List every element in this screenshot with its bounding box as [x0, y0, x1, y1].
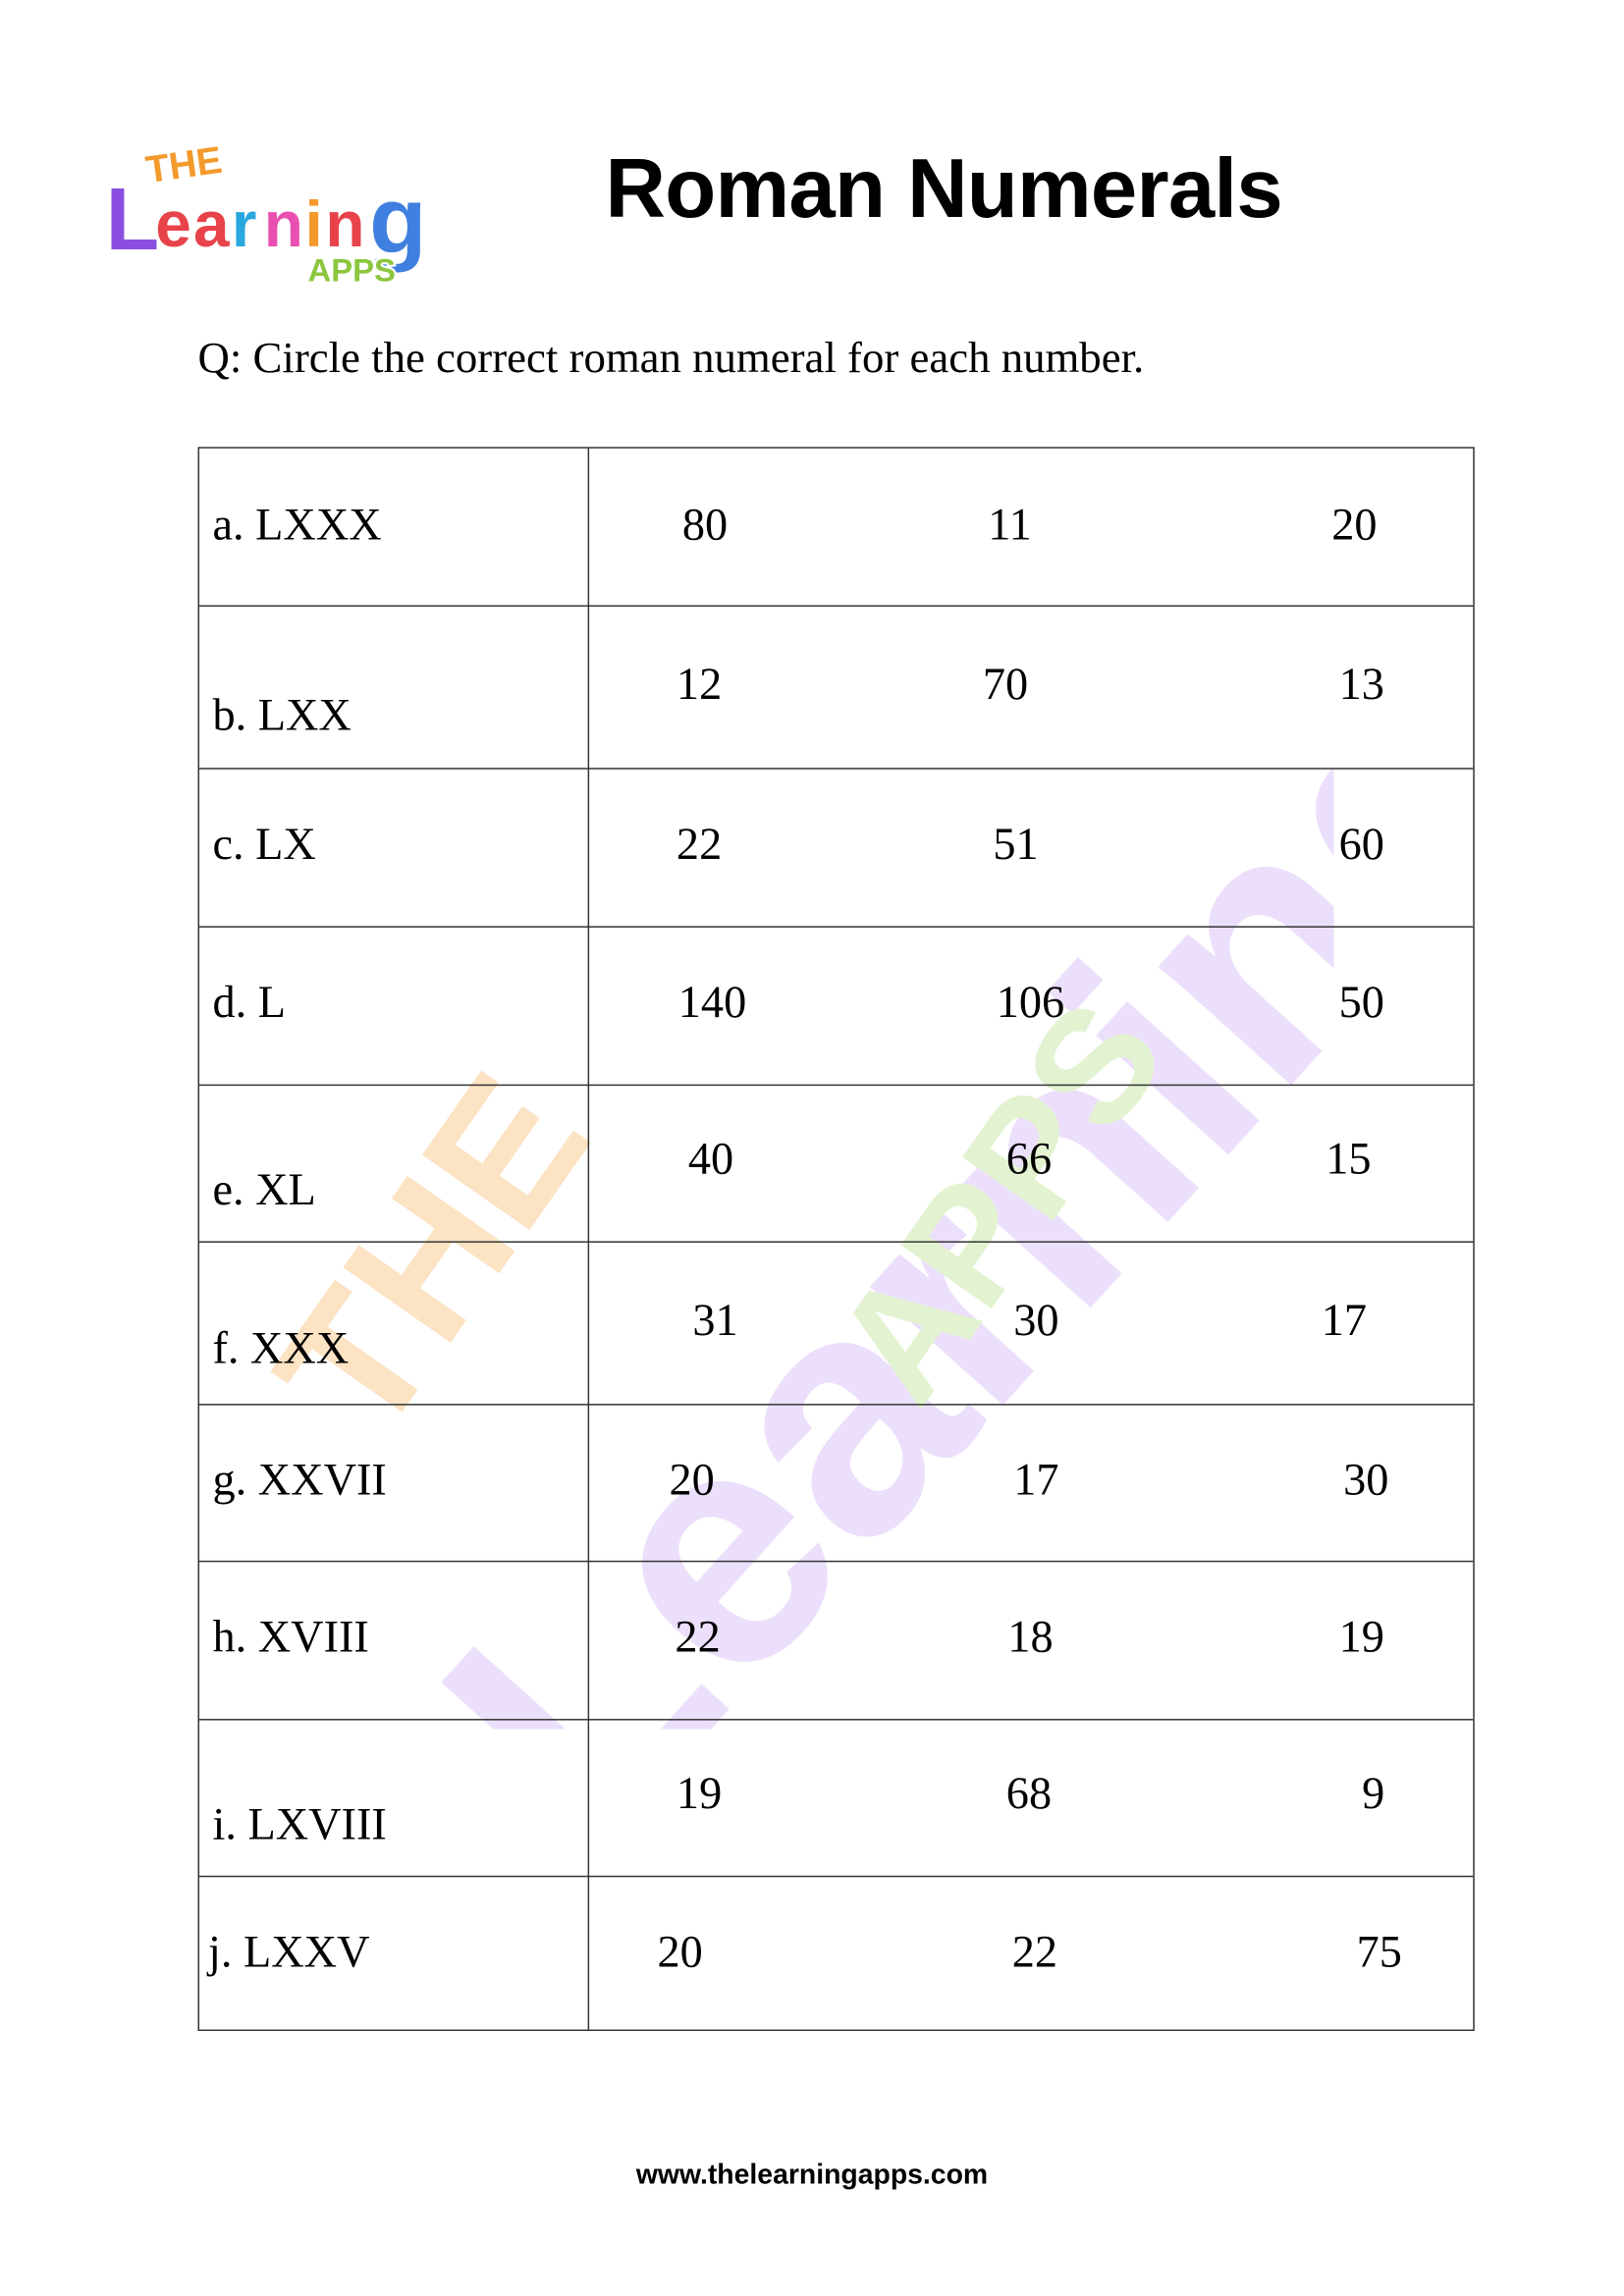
option[interactable]: 51 [993, 817, 1039, 870]
roman-numeral-label: d. L [212, 976, 287, 1028]
option[interactable]: 22 [1011, 1925, 1058, 1977]
roman-numeral-label: f. XXX [212, 1321, 350, 1373]
roman-numeral-label: e. XL [212, 1163, 316, 1215]
row-divider [199, 768, 1474, 770]
roman-numeral-label: g. XXVII [212, 1453, 387, 1506]
option[interactable]: 30 [1013, 1294, 1059, 1346]
option[interactable]: 50 [1338, 976, 1384, 1028]
row-divider [199, 1241, 1474, 1243]
option[interactable]: 22 [675, 1610, 721, 1662]
option[interactable]: 20 [1331, 498, 1378, 550]
roman-numerals-table [197, 447, 1475, 2032]
roman-numeral-label: b. LXX [212, 688, 352, 740]
option[interactable]: 19 [1338, 1610, 1384, 1662]
option[interactable]: 70 [982, 658, 1029, 710]
svg-text:e: e [155, 188, 191, 260]
roman-numeral-label: h. XVIII [212, 1610, 369, 1662]
option[interactable]: 80 [681, 498, 729, 550]
option[interactable]: 140 [677, 976, 747, 1028]
option[interactable]: 106 [996, 976, 1065, 1028]
option[interactable]: 40 [687, 1132, 734, 1185]
row-divider [199, 1719, 1474, 1721]
option[interactable]: 68 [1005, 1767, 1053, 1819]
option[interactable]: 20 [669, 1453, 715, 1506]
option[interactable]: 20 [657, 1925, 703, 1977]
option[interactable]: 11 [988, 498, 1032, 550]
svg-text:L: L [105, 170, 159, 268]
learning-apps-logo: THE L e a r n i n g APPS [103, 136, 429, 290]
svg-text:n: n [325, 188, 364, 260]
row-divider [199, 605, 1474, 608]
svg-text:i: i [305, 188, 323, 260]
option[interactable]: 17 [1013, 1453, 1059, 1506]
roman-numeral-label: c. LX [212, 817, 316, 870]
row-divider [199, 926, 1474, 928]
question-text: Q: Circle the correct roman numeral for … [197, 334, 1145, 383]
svg-text:g: g [369, 169, 426, 273]
option[interactable]: 13 [1338, 658, 1384, 710]
row-divider [199, 1560, 1474, 1563]
option[interactable]: 19 [676, 1767, 723, 1819]
roman-numeral-label: i. LXVIII [212, 1797, 387, 1849]
column-divider [587, 448, 590, 2030]
website-footer[interactable]: www.thelearningapps.com [635, 2160, 989, 2191]
option[interactable]: 22 [676, 817, 723, 870]
option[interactable]: 75 [1356, 1925, 1402, 1977]
row-divider [199, 1084, 1474, 1087]
option[interactable]: 66 [1005, 1132, 1053, 1185]
svg-text:n: n [264, 188, 303, 260]
option[interactable]: 17 [1321, 1294, 1368, 1346]
svg-text:r: r [232, 188, 257, 260]
row-divider [199, 1404, 1474, 1406]
option[interactable]: 15 [1326, 1132, 1372, 1185]
roman-numeral-label: j. LXXV [207, 1925, 370, 1977]
roman-numeral-label: a. LXXX [212, 498, 382, 550]
option[interactable]: 30 [1343, 1453, 1389, 1506]
option[interactable]: 12 [676, 658, 723, 710]
svg-text:APPS: APPS [307, 252, 395, 289]
svg-text:a: a [193, 188, 230, 260]
option[interactable]: 18 [1007, 1610, 1054, 1662]
option[interactable]: 31 [692, 1294, 738, 1346]
page-title: Roman Numerals [605, 141, 1283, 237]
option[interactable]: 60 [1338, 817, 1384, 870]
row-divider [199, 1875, 1474, 1878]
option[interactable]: 9 [1362, 1767, 1385, 1819]
